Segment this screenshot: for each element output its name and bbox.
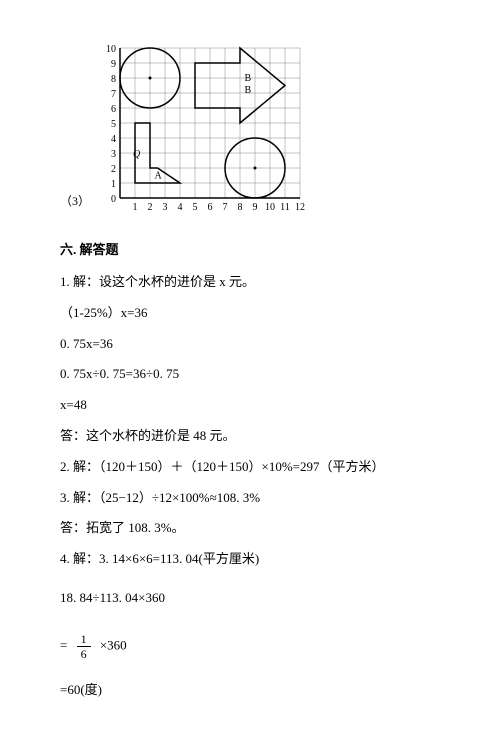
svg-text:5: 5 (193, 202, 198, 213)
svg-text:3: 3 (163, 202, 168, 213)
svg-text:6: 6 (208, 202, 213, 213)
svg-text:0: 0 (111, 194, 116, 205)
text-line: 1. 解：设这个水杯的进价是 x 元。 (60, 272, 440, 293)
svg-text:6: 6 (111, 104, 116, 115)
text-line: 答：拓宽了 108. 3%。 (60, 518, 440, 539)
svg-text:5: 5 (111, 119, 116, 130)
svg-text:Q: Q (133, 149, 141, 160)
text-line: （1-25%）x=36 (60, 303, 440, 324)
svg-text:9: 9 (253, 202, 258, 213)
text-line: 0. 75x=36 (60, 334, 440, 355)
svg-text:7: 7 (223, 202, 228, 213)
svg-text:9: 9 (111, 59, 116, 70)
svg-text:2: 2 (111, 164, 116, 175)
grid-graph: 012345678910123456789101112AQBB (98, 40, 308, 215)
text-line: 答：这个水杯的进价是 48 元。 (60, 426, 440, 447)
svg-text:1: 1 (133, 202, 138, 213)
frac-prefix: = (60, 637, 71, 652)
frac-suffix: ×360 (100, 637, 127, 652)
frac-numerator: 1 (77, 633, 91, 647)
svg-text:11: 11 (280, 202, 290, 213)
text-line: 18. 84÷113. 04×360 (60, 588, 440, 609)
svg-text:7: 7 (111, 89, 116, 100)
svg-text:4: 4 (178, 202, 183, 213)
text-line: 4. 解：3. 14×6×6=113. 04(平方厘米) (60, 549, 440, 570)
svg-text:8: 8 (111, 74, 116, 85)
text-line: 0. 75x÷0. 75=36÷0. 75 (60, 364, 440, 385)
question-number: （3） (60, 192, 90, 209)
svg-text:2: 2 (148, 202, 153, 213)
text-line: 3. 解：（25−12）÷12×100%≈108. 3% (60, 488, 440, 509)
text-line: 2. 解：（120＋150）＋（120＋150）×10%=297（平方米） (60, 457, 440, 478)
svg-text:A: A (155, 171, 163, 182)
svg-text:10: 10 (265, 202, 275, 213)
text-line: x=48 (60, 395, 440, 416)
text-line: =60(度) (60, 680, 440, 701)
frac-denominator: 6 (77, 647, 91, 660)
svg-text:4: 4 (111, 134, 116, 145)
svg-text:12: 12 (295, 202, 305, 213)
svg-text:B: B (245, 85, 252, 96)
section-title: 六. 解答题 (60, 239, 440, 258)
svg-text:3: 3 (111, 149, 116, 160)
svg-text:8: 8 (238, 202, 243, 213)
svg-text:1: 1 (111, 179, 116, 190)
graph-row: （3） 012345678910123456789101112AQBB (60, 40, 440, 215)
svg-text:B: B (245, 73, 252, 84)
fraction: 1 6 (77, 633, 91, 660)
svg-text:10: 10 (106, 44, 116, 55)
fraction-line: = 1 6 ×360 (60, 633, 440, 660)
